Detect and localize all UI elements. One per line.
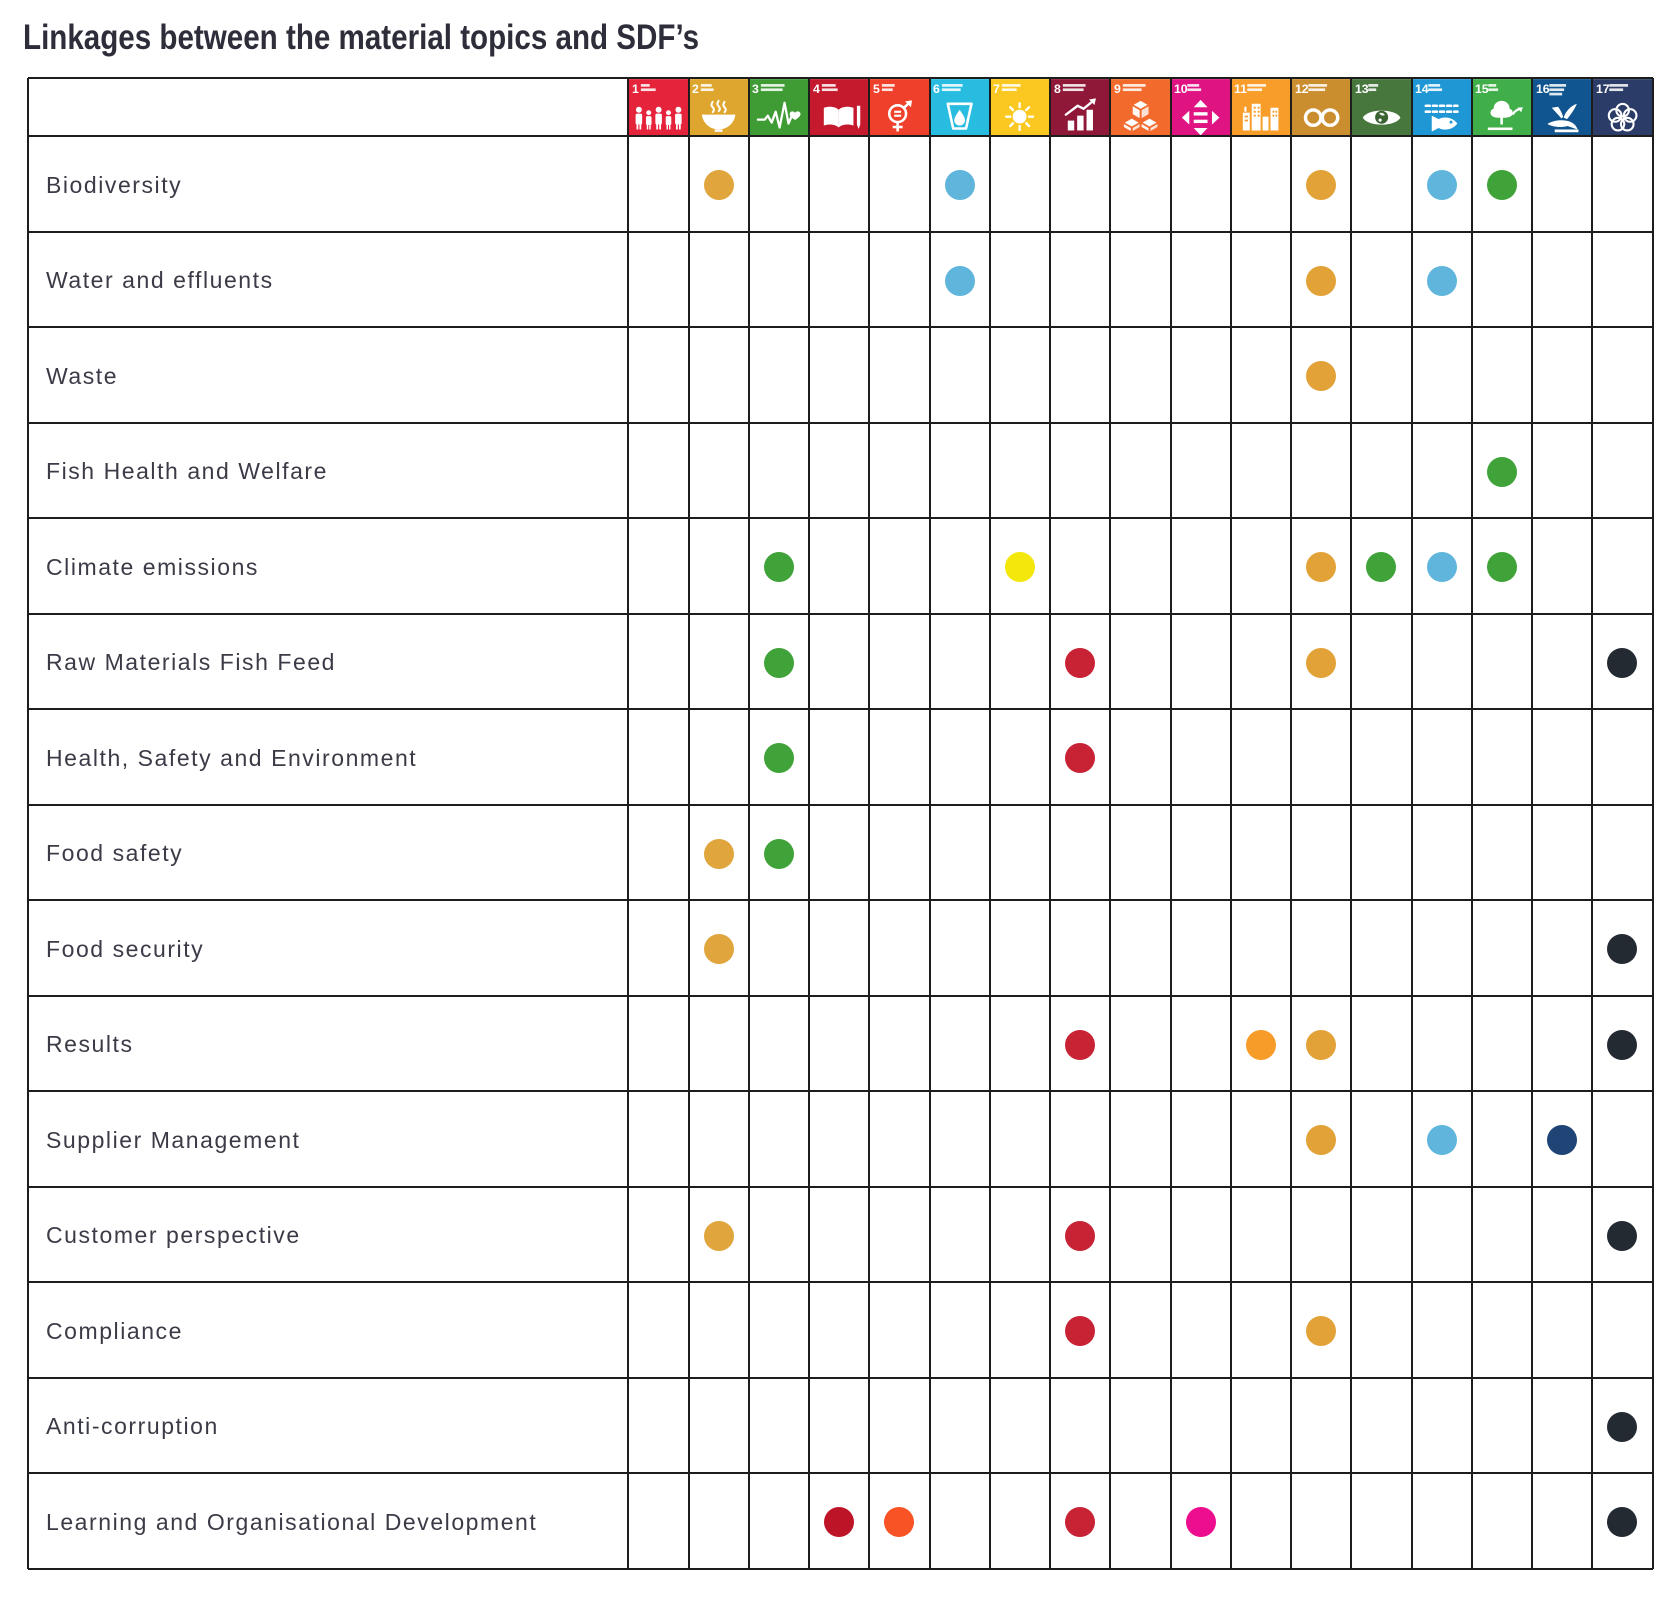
svg-text:5: 5 <box>873 81 880 95</box>
svg-text:8: 8 <box>1054 81 1061 95</box>
svg-text:9: 9 <box>1114 81 1121 95</box>
svg-text:15: 15 <box>1475 81 1489 95</box>
svg-text:11: 11 <box>1234 81 1247 95</box>
svg-text:6: 6 <box>933 81 940 95</box>
svg-text:12: 12 <box>1295 81 1309 95</box>
svg-text:1: 1 <box>632 81 639 95</box>
svg-text:3: 3 <box>752 81 759 95</box>
svg-text:17: 17 <box>1596 81 1610 95</box>
svg-text:14: 14 <box>1415 81 1429 95</box>
svg-text:13: 13 <box>1355 81 1369 95</box>
svg-text:7: 7 <box>993 81 1000 95</box>
svg-text:10: 10 <box>1174 81 1188 95</box>
svg-text:16: 16 <box>1536 81 1550 95</box>
svg-text:4: 4 <box>813 81 820 95</box>
svg-text:2: 2 <box>692 81 699 95</box>
